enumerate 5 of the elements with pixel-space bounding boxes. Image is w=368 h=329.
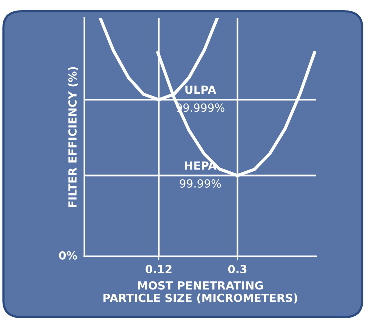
text: 0% — [59, 251, 78, 260]
x-tick-label: 0.3 — [228, 265, 247, 274]
y-axis-title: FILTER EFFICIENCY (%) — [68, 67, 78, 208]
x-tick-label: 0.12 — [146, 265, 172, 274]
x-axis-title: MOST PENETRATING PARTICLE SIZE (MICROMETERS) — [104, 281, 298, 304]
